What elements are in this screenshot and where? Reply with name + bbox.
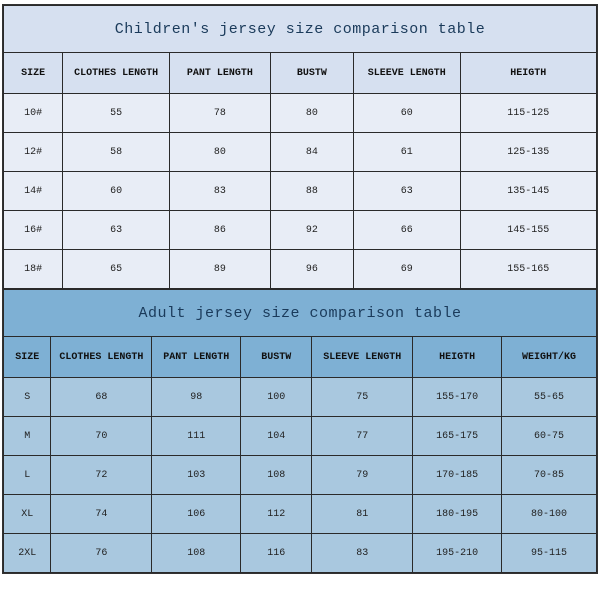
adult-cell: 77 xyxy=(312,417,413,456)
adult-cell: 100 xyxy=(241,378,312,417)
adult-col-5: HEIGTH xyxy=(413,337,502,378)
table-row: 12#58808461125-135 xyxy=(4,133,597,172)
children-cell: 60 xyxy=(353,94,460,133)
children-cell: 10# xyxy=(4,94,63,133)
adult-col-4: SLEEVE LENGTH xyxy=(312,337,413,378)
children-cell: 96 xyxy=(270,250,353,289)
adult-cell: 112 xyxy=(241,495,312,534)
adult-cell: 106 xyxy=(152,495,241,534)
adult-cell: 103 xyxy=(152,456,241,495)
children-cell: 18# xyxy=(4,250,63,289)
adult-cell: 70 xyxy=(51,417,152,456)
adult-cell: 165-175 xyxy=(413,417,502,456)
adult-cell: 108 xyxy=(152,534,241,573)
table-row: 10#55788060115-125 xyxy=(4,94,597,133)
children-col-1: CLOTHES LENGTH xyxy=(63,53,170,94)
table-row: M7011110477165-17560-75 xyxy=(4,417,597,456)
adult-cell: 74 xyxy=(51,495,152,534)
children-cell: 69 xyxy=(353,250,460,289)
adult-cell: 72 xyxy=(51,456,152,495)
children-cell: 145-155 xyxy=(460,211,596,250)
adult-cell: 70-85 xyxy=(502,456,597,495)
children-cell: 155-165 xyxy=(460,250,596,289)
adult-cell: 108 xyxy=(241,456,312,495)
children-cell: 63 xyxy=(353,172,460,211)
children-col-0: SIZE xyxy=(4,53,63,94)
table-row: 16#63869266145-155 xyxy=(4,211,597,250)
adult-cell: 83 xyxy=(312,534,413,573)
adult-col-6: WEIGHT/KG xyxy=(502,337,597,378)
table-row: L7210310879170-18570-85 xyxy=(4,456,597,495)
children-cell: 135-145 xyxy=(460,172,596,211)
adult-cell: 98 xyxy=(152,378,241,417)
children-cell: 125-135 xyxy=(460,133,596,172)
children-cell: 80 xyxy=(170,133,271,172)
adult-cell: L xyxy=(4,456,51,495)
adult-cell: 195-210 xyxy=(413,534,502,573)
children-cell: 63 xyxy=(63,211,170,250)
children-cell: 115-125 xyxy=(460,94,596,133)
adult-title: Adult jersey size comparison table xyxy=(4,290,597,337)
adult-cell: 95-115 xyxy=(502,534,597,573)
children-cell: 86 xyxy=(170,211,271,250)
table-row: S689810075155-17055-65 xyxy=(4,378,597,417)
adult-col-2: PANT LENGTH xyxy=(152,337,241,378)
children-cell: 88 xyxy=(270,172,353,211)
adult-cell: 2XL xyxy=(4,534,51,573)
adult-cell: 111 xyxy=(152,417,241,456)
adult-cell: 80-100 xyxy=(502,495,597,534)
children-cell: 12# xyxy=(4,133,63,172)
adult-cell: 170-185 xyxy=(413,456,502,495)
adult-cell: 180-195 xyxy=(413,495,502,534)
adult-cell: 81 xyxy=(312,495,413,534)
adult-cell: S xyxy=(4,378,51,417)
adult-table: Adult jersey size comparison tableSIZECL… xyxy=(3,289,597,573)
children-cell: 14# xyxy=(4,172,63,211)
children-cell: 58 xyxy=(63,133,170,172)
children-col-3: BUSTW xyxy=(270,53,353,94)
adult-cell: 68 xyxy=(51,378,152,417)
children-cell: 66 xyxy=(353,211,460,250)
adult-cell: M xyxy=(4,417,51,456)
adult-col-3: BUSTW xyxy=(241,337,312,378)
children-col-2: PANT LENGTH xyxy=(170,53,271,94)
children-cell: 84 xyxy=(270,133,353,172)
children-cell: 61 xyxy=(353,133,460,172)
table-row: 2XL7610811683195-21095-115 xyxy=(4,534,597,573)
adult-cell: 104 xyxy=(241,417,312,456)
adult-cell: 79 xyxy=(312,456,413,495)
adult-cell: 60-75 xyxy=(502,417,597,456)
children-cell: 92 xyxy=(270,211,353,250)
table-row: 18#65899669155-165 xyxy=(4,250,597,289)
children-table: Children's jersey size comparison tableS… xyxy=(3,5,597,289)
children-cell: 83 xyxy=(170,172,271,211)
children-cell: 55 xyxy=(63,94,170,133)
children-cell: 80 xyxy=(270,94,353,133)
children-title: Children's jersey size comparison table xyxy=(4,6,597,53)
adult-cell: 76 xyxy=(51,534,152,573)
adult-cell: 155-170 xyxy=(413,378,502,417)
children-col-5: HEIGTH xyxy=(460,53,596,94)
adult-cell: 116 xyxy=(241,534,312,573)
adult-col-1: CLOTHES LENGTH xyxy=(51,337,152,378)
table-row: 14#60838863135-145 xyxy=(4,172,597,211)
adult-cell: 75 xyxy=(312,378,413,417)
children-cell: 16# xyxy=(4,211,63,250)
adult-cell: XL xyxy=(4,495,51,534)
children-cell: 89 xyxy=(170,250,271,289)
children-cell: 65 xyxy=(63,250,170,289)
children-cell: 78 xyxy=(170,94,271,133)
size-tables-container: Children's jersey size comparison tableS… xyxy=(2,4,598,574)
children-cell: 60 xyxy=(63,172,170,211)
adult-cell: 55-65 xyxy=(502,378,597,417)
adult-col-0: SIZE xyxy=(4,337,51,378)
children-col-4: SLEEVE LENGTH xyxy=(353,53,460,94)
table-row: XL7410611281180-19580-100 xyxy=(4,495,597,534)
